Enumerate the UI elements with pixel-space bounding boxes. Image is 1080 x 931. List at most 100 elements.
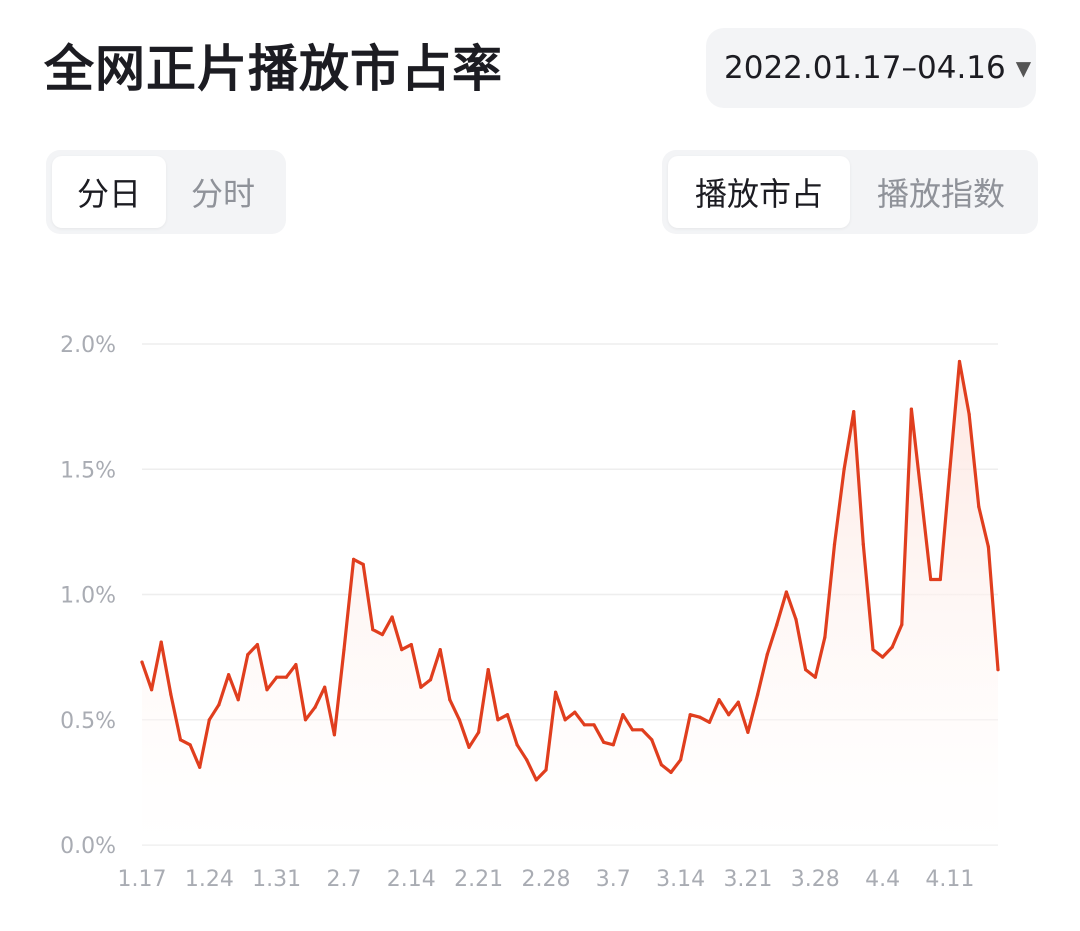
y-tick-label: 0.0% bbox=[60, 834, 116, 859]
data-point bbox=[294, 663, 298, 667]
page-title: 全网正片播放市占率 bbox=[44, 40, 503, 98]
data-point bbox=[361, 562, 365, 566]
x-tick-label: 2.14 bbox=[387, 867, 436, 892]
data-point bbox=[736, 700, 740, 704]
data-point bbox=[534, 778, 538, 782]
data-point bbox=[246, 653, 250, 657]
data-point bbox=[717, 698, 721, 702]
data-point bbox=[948, 467, 952, 471]
data-point bbox=[371, 628, 375, 632]
data-point bbox=[284, 675, 288, 679]
data-point bbox=[881, 655, 885, 659]
data-point bbox=[140, 660, 144, 664]
data-point bbox=[554, 690, 558, 694]
data-point bbox=[582, 723, 587, 727]
data-point bbox=[823, 635, 827, 639]
data-point bbox=[852, 410, 856, 414]
data-point bbox=[842, 467, 846, 471]
x-tick-label: 2.21 bbox=[454, 867, 503, 892]
y-tick-label: 0.5% bbox=[60, 709, 116, 734]
x-tick-label: 3.14 bbox=[656, 867, 705, 892]
data-point bbox=[919, 492, 923, 496]
data-point bbox=[505, 713, 510, 717]
data-point bbox=[602, 740, 606, 744]
x-tick-label: 3.21 bbox=[723, 867, 772, 892]
market-share-line-chart: 0.0% 0.5% 1.0% 1.5% 2.0% 1.17 1.24 1.31 2.7 2.14 2… bbox=[60, 333, 1000, 892]
data-point bbox=[707, 720, 712, 724]
x-tick-label: 3.7 bbox=[596, 867, 631, 892]
data-point bbox=[861, 542, 865, 546]
data-point bbox=[438, 648, 442, 652]
data-point bbox=[775, 623, 779, 627]
y-tick-label: 2.0% bbox=[60, 333, 116, 358]
data-point bbox=[323, 685, 327, 689]
data-point bbox=[188, 743, 192, 747]
data-point bbox=[448, 698, 452, 702]
data-point bbox=[804, 668, 808, 672]
tab-play-share[interactable]: 播放市占 bbox=[668, 156, 850, 228]
data-point bbox=[929, 577, 933, 582]
data-point bbox=[630, 728, 635, 732]
data-point bbox=[380, 633, 384, 637]
data-point bbox=[525, 758, 529, 762]
data-point bbox=[727, 713, 731, 717]
date-range-picker[interactable]: 2022.01.17–04.16 ▼ bbox=[706, 28, 1036, 108]
data-point bbox=[169, 693, 173, 697]
data-point bbox=[159, 640, 163, 644]
data-point bbox=[890, 645, 894, 649]
data-point bbox=[967, 412, 971, 416]
data-point bbox=[255, 643, 259, 647]
data-point bbox=[909, 407, 914, 411]
data-point bbox=[207, 718, 211, 722]
data-point bbox=[611, 743, 615, 747]
data-point bbox=[352, 557, 356, 561]
data-point bbox=[669, 770, 673, 774]
data-point bbox=[178, 738, 183, 742]
data-point bbox=[794, 617, 798, 622]
data-point bbox=[409, 643, 413, 647]
data-point bbox=[217, 703, 221, 707]
data-point bbox=[332, 733, 336, 737]
data-point bbox=[900, 623, 904, 627]
caret-down-icon: ▼ bbox=[1015, 56, 1032, 80]
data-point bbox=[698, 715, 702, 719]
data-point bbox=[756, 693, 760, 697]
data-point bbox=[977, 505, 981, 509]
x-tick-label: 1.24 bbox=[185, 867, 234, 892]
y-tick-label: 1.5% bbox=[60, 458, 116, 483]
data-point bbox=[342, 648, 346, 652]
date-range-label: 2022.01.17–04.16 bbox=[724, 50, 1006, 86]
x-tick-label: 2.7 bbox=[326, 867, 361, 892]
x-tick-label: 3.28 bbox=[791, 867, 840, 892]
data-point bbox=[400, 648, 404, 652]
data-point bbox=[198, 765, 202, 769]
data-point bbox=[986, 545, 991, 549]
data-point bbox=[477, 730, 481, 734]
tab-daily[interactable]: 分日 bbox=[52, 156, 166, 228]
x-tick-label: 1.31 bbox=[252, 867, 301, 892]
data-point bbox=[419, 685, 423, 689]
data-point bbox=[313, 705, 317, 709]
data-point bbox=[390, 615, 394, 619]
tab-play-index[interactable]: 播放指数 bbox=[876, 175, 1005, 213]
x-tick-label: 4.11 bbox=[925, 867, 974, 892]
x-tick-label: 1.17 bbox=[118, 867, 167, 892]
tab-hourly[interactable]: 分时 bbox=[190, 175, 255, 213]
data-point bbox=[428, 678, 433, 682]
data-point bbox=[650, 738, 654, 742]
metric-toggle: 播放市占 播放指数 bbox=[662, 150, 1038, 234]
y-tick-label: 1.0% bbox=[60, 584, 116, 609]
data-point bbox=[496, 718, 500, 722]
data-point bbox=[486, 668, 490, 672]
data-point bbox=[679, 758, 683, 762]
data-point bbox=[573, 710, 577, 714]
data-point bbox=[227, 673, 231, 677]
data-point bbox=[640, 728, 644, 732]
data-point bbox=[813, 675, 817, 679]
data-point bbox=[765, 653, 769, 657]
data-point bbox=[659, 763, 664, 767]
data-point bbox=[957, 359, 962, 364]
data-point bbox=[832, 542, 837, 546]
data-point bbox=[303, 718, 308, 722]
data-point bbox=[938, 577, 942, 582]
